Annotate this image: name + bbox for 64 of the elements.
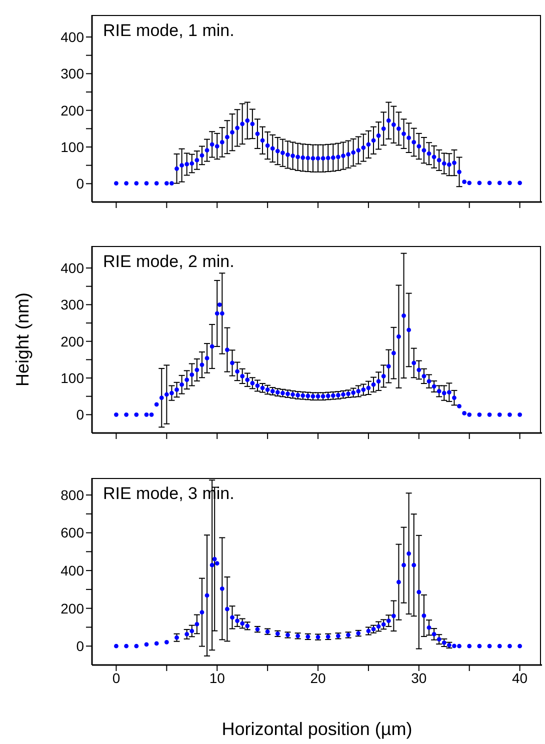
y-tick-label: 100 bbox=[60, 138, 84, 155]
y-tick-label: 200 bbox=[60, 333, 84, 350]
point bbox=[396, 580, 401, 584]
point bbox=[164, 640, 169, 644]
point bbox=[225, 606, 230, 612]
y-tick-label: 300 bbox=[60, 296, 84, 313]
point bbox=[477, 644, 482, 648]
point bbox=[220, 586, 224, 591]
y-tick-label: 100 bbox=[60, 370, 84, 386]
point bbox=[240, 621, 245, 626]
y-tick-label: 200 bbox=[60, 102, 84, 118]
point bbox=[391, 614, 396, 618]
point bbox=[422, 614, 426, 618]
point bbox=[212, 556, 217, 562]
y-tick-label: 300 bbox=[60, 66, 84, 82]
point bbox=[214, 561, 220, 566]
point bbox=[194, 622, 200, 626]
x-tick-label: 20 bbox=[310, 670, 326, 686]
y-tick-label: 800 bbox=[60, 486, 84, 503]
point bbox=[432, 632, 436, 636]
point bbox=[235, 618, 240, 623]
y-tick-label: 600 bbox=[60, 524, 84, 541]
y-tick-label: 0 bbox=[76, 176, 84, 192]
y-tick-label: 400 bbox=[60, 260, 84, 276]
point bbox=[412, 562, 416, 568]
point bbox=[204, 593, 210, 598]
x-tick-label: 10 bbox=[209, 670, 226, 686]
point bbox=[497, 644, 502, 648]
point bbox=[386, 618, 391, 623]
x-tick-label: 0 bbox=[112, 670, 120, 686]
point bbox=[508, 644, 512, 648]
point bbox=[381, 622, 386, 627]
y-tick-label: 0 bbox=[76, 638, 84, 654]
point bbox=[402, 562, 406, 568]
point bbox=[376, 624, 381, 629]
point bbox=[230, 615, 234, 620]
y-tick-label: 0 bbox=[76, 406, 84, 423]
point bbox=[144, 642, 149, 647]
chart-title: RIE mode, 2 min. bbox=[103, 252, 234, 272]
point bbox=[184, 632, 190, 636]
point bbox=[114, 644, 118, 648]
y-tick-label: 200 bbox=[60, 600, 84, 616]
point bbox=[467, 644, 472, 648]
y-tick-label: 400 bbox=[60, 562, 84, 579]
x-axis-title: Horizontal position (µm) bbox=[222, 719, 412, 739]
point bbox=[406, 551, 412, 556]
point bbox=[124, 644, 129, 648]
point bbox=[457, 644, 462, 648]
point bbox=[134, 644, 139, 648]
point bbox=[518, 644, 522, 648]
point bbox=[210, 562, 214, 568]
y-tick-label: 400 bbox=[60, 28, 84, 45]
point bbox=[200, 610, 204, 614]
x-tick-label: 40 bbox=[512, 670, 528, 686]
point bbox=[487, 644, 492, 648]
x-tick-label: 30 bbox=[411, 670, 427, 686]
point bbox=[416, 590, 422, 594]
point bbox=[154, 641, 159, 646]
point bbox=[190, 628, 194, 634]
chart-title: RIE mode, 1 min. bbox=[103, 21, 234, 41]
point bbox=[426, 625, 432, 630]
y-axis-title: Height (nm) bbox=[12, 292, 32, 387]
point bbox=[436, 637, 442, 642]
point bbox=[452, 644, 456, 648]
